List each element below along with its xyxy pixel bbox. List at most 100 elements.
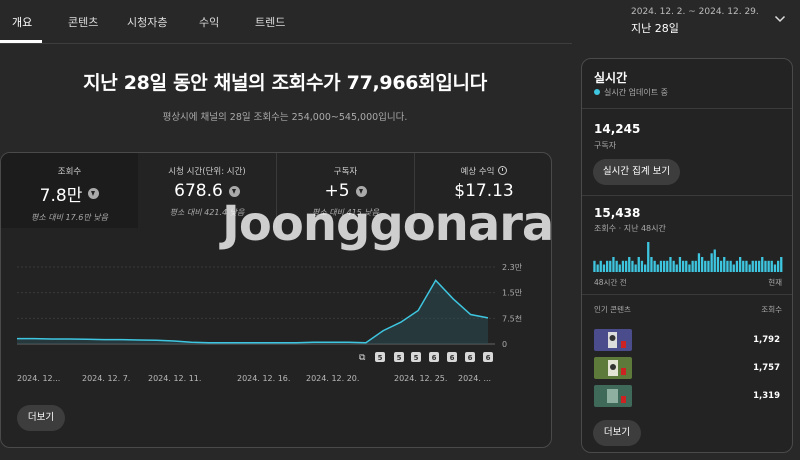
realtime-bar <box>593 260 596 272</box>
video-publish-marker <box>465 352 475 362</box>
tab-revenue[interactable]: 수익 <box>199 16 220 29</box>
realtime-bar <box>767 260 770 272</box>
video-publish-marker <box>375 352 385 362</box>
realtime-bar <box>602 264 606 272</box>
realtime-bar <box>669 257 672 272</box>
arrow-down-icon <box>355 185 367 197</box>
x-tick-label: 2024. 12. 16. <box>237 374 290 383</box>
x-tick-label: 2024. 12. 11. <box>148 374 201 383</box>
x-tick-label: 2024. 12. 7. <box>82 374 130 383</box>
realtime-bar-chart[interactable] <box>593 242 783 272</box>
video-publish-count: 6 <box>450 354 455 362</box>
realtime-bar <box>729 260 732 272</box>
views-chart[interactable]: 2.3만 1.5만 7.5천 0 2024. 12... 2024. 12. 7. 202… <box>1 261 552 401</box>
realtime-bar <box>621 260 625 272</box>
realtime-bar <box>615 260 618 272</box>
realtime-bar <box>777 260 780 272</box>
realtime-bar <box>697 253 701 272</box>
metric-watch-time[interactable]: 시청 시간(단위: 시간) 678.6 평소 대비 421.4 낮음 <box>138 153 276 228</box>
metric-divider <box>276 153 277 228</box>
realtime-bar <box>666 260 669 272</box>
realtime-bar <box>628 257 631 272</box>
realtime-bar <box>612 257 615 272</box>
y-tick-label: 1.5만 <box>502 289 523 298</box>
metric-label: 조회수 <box>57 167 82 177</box>
metric-label: 예상 수익 <box>460 167 495 177</box>
divider <box>582 108 792 109</box>
tab-trends[interactable]: 트렌드 <box>255 16 286 29</box>
realtime-bar <box>735 260 739 272</box>
metric-value: 7.8만 <box>39 186 83 206</box>
realtime-bar <box>748 264 751 272</box>
realtime-bar <box>761 257 764 272</box>
axis-start-label: 48시간 전 <box>594 278 627 287</box>
realtime-bar <box>745 260 748 272</box>
realtime-bar <box>606 260 609 272</box>
realtime-bar <box>726 260 729 272</box>
metric-divider <box>414 153 415 228</box>
video-publish-count: 5 <box>397 354 402 362</box>
realtime-bar <box>682 260 685 272</box>
metric-value: 678.6 <box>174 181 223 201</box>
more-popular-button[interactable]: 더보기 <box>593 420 641 446</box>
realtime-bar <box>710 253 713 272</box>
metric-label: 시청 시간(단위: 시간) <box>168 167 246 177</box>
view-realtime-button[interactable]: 실시간 집계 보기 <box>593 159 680 185</box>
live-dot-icon <box>594 89 600 95</box>
analytics-tabs: 개요 콘텐츠 시청자층 수익 트렌드 <box>0 0 570 44</box>
video-thumbnail[interactable] <box>594 329 632 351</box>
video-publish-marker <box>483 352 493 362</box>
video-thumbnail[interactable] <box>594 357 632 379</box>
realtime-bar <box>707 260 710 272</box>
video-publish-marker <box>429 352 439 362</box>
x-tick-label: 2024. 12. 20. <box>306 374 359 383</box>
y-tick-label: 0 <box>502 340 507 349</box>
chevron-down-icon[interactable] <box>774 14 786 24</box>
popular-item[interactable]: 1,319 <box>594 385 784 407</box>
date-range-text[interactable]: 2024. 12. 2. ~ 2024. 12. 29. <box>631 7 759 17</box>
metric-comparison: 평소 대비 17.6만 낮음 <box>31 213 108 222</box>
chart-line <box>17 279 489 344</box>
metric-revenue[interactable]: 예상 수익 $17.13 <box>415 153 551 228</box>
realtime-bar <box>609 260 612 272</box>
realtime-bar <box>688 264 691 272</box>
tabs-divider <box>0 43 572 44</box>
divider <box>582 195 792 196</box>
video-publish-count: 5 <box>414 354 419 362</box>
realtime-bar <box>780 257 783 272</box>
realtime-bar <box>764 260 767 272</box>
popular-item[interactable]: 1,792 <box>594 329 784 351</box>
video-thumbnail[interactable] <box>594 385 632 407</box>
realtime-bar <box>672 260 675 272</box>
video-publish-count: 6 <box>468 354 473 362</box>
realtime-bar <box>647 242 650 272</box>
popular-item[interactable]: 1,757 <box>594 357 784 379</box>
popular-views: 1,792 <box>753 335 780 345</box>
metric-subscribers[interactable]: 구독자 +5 평소 대비 415 낮음 <box>277 153 414 228</box>
realtime-bar <box>704 260 707 272</box>
realtime-bar <box>663 260 666 272</box>
metric-views[interactable]: 조회수 7.8만 평소 대비 17.6만 낮음 <box>1 153 138 228</box>
realtime-bar <box>675 264 678 272</box>
realtime-bar <box>644 264 647 272</box>
realtime-bar <box>634 264 637 272</box>
tab-content[interactable]: 콘텐츠 <box>68 16 99 29</box>
metric-label: 구독자 <box>333 167 358 177</box>
more-button[interactable]: 더보기 <box>17 405 65 431</box>
date-range-label[interactable]: 지난 28일 <box>631 22 679 35</box>
views-48h-count: 15,438 <box>594 206 641 220</box>
video-publish-marker <box>394 352 404 362</box>
realtime-bar <box>732 264 735 272</box>
realtime-bar <box>650 257 653 272</box>
chart-area <box>17 280 488 344</box>
video-publish-marker <box>411 352 421 362</box>
divider <box>582 294 792 295</box>
live-status: 실시간 업데이트 중 <box>594 87 668 98</box>
realtime-bar <box>720 260 723 272</box>
popular-views-header: 조회수 <box>761 305 782 314</box>
x-tick-label: 2024. 12... <box>17 374 60 383</box>
metric-comparison: 평소 대비 415 낮음 <box>311 208 380 217</box>
tab-audience[interactable]: 시청자층 <box>127 16 168 29</box>
realtime-bar <box>631 260 634 272</box>
tab-overview[interactable]: 개요 <box>12 16 33 29</box>
